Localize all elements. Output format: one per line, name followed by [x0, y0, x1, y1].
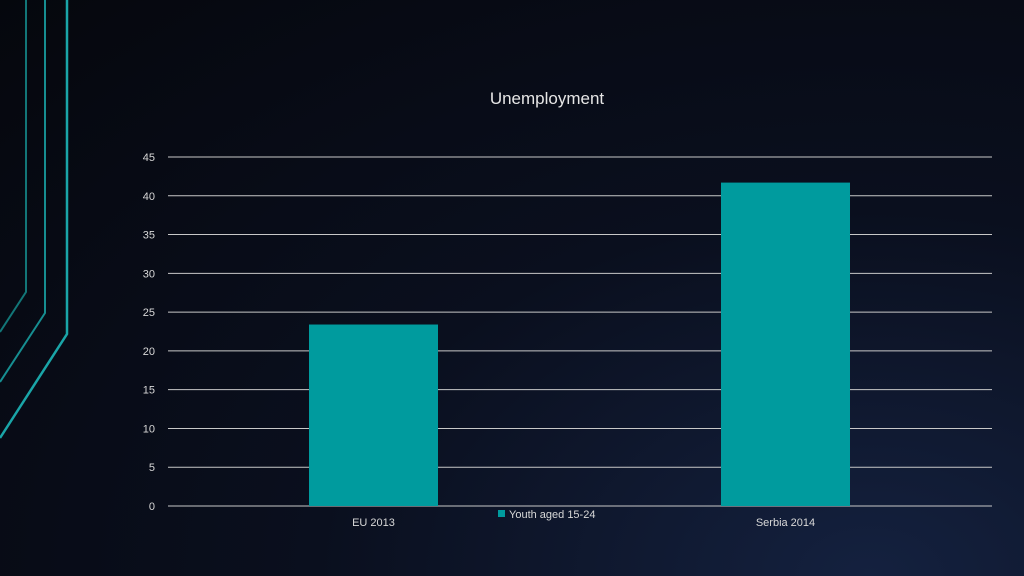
accent-line-inner	[0, 0, 27, 333]
accent-line-middle	[0, 0, 46, 383]
y-tick-label: 35	[143, 230, 155, 242]
y-tick-label: 30	[143, 268, 155, 280]
y-tick-label: 15	[143, 385, 155, 397]
legend-swatch	[498, 510, 505, 517]
y-tick-label: 40	[143, 191, 155, 203]
y-tick-label: 45	[143, 152, 155, 164]
x-tick-label: EU 2013	[352, 517, 395, 529]
accent-line-outer	[0, 0, 69, 439]
bars	[309, 182, 850, 507]
gridlines	[168, 156, 992, 507]
legend: Youth aged 15-24	[498, 509, 595, 521]
y-tick-label: 5	[149, 462, 155, 474]
y-axis-ticks: 0 5 10 15 20 25 30 35 40 45	[143, 152, 155, 513]
y-tick-label: 20	[143, 346, 155, 358]
y-tick-label: 10	[143, 423, 155, 435]
y-tick-label: 25	[143, 307, 155, 319]
y-tick-label: 0	[149, 501, 155, 513]
x-axis-labels: EU 2013 Serbia 2014	[352, 517, 815, 529]
chart-title: Unemployment	[490, 89, 605, 108]
x-tick-label: Serbia 2014	[756, 517, 815, 529]
legend-label: Youth aged 15-24	[509, 509, 595, 521]
bar-eu-2013	[309, 324, 438, 506]
bar-serbia-2014	[721, 182, 850, 507]
